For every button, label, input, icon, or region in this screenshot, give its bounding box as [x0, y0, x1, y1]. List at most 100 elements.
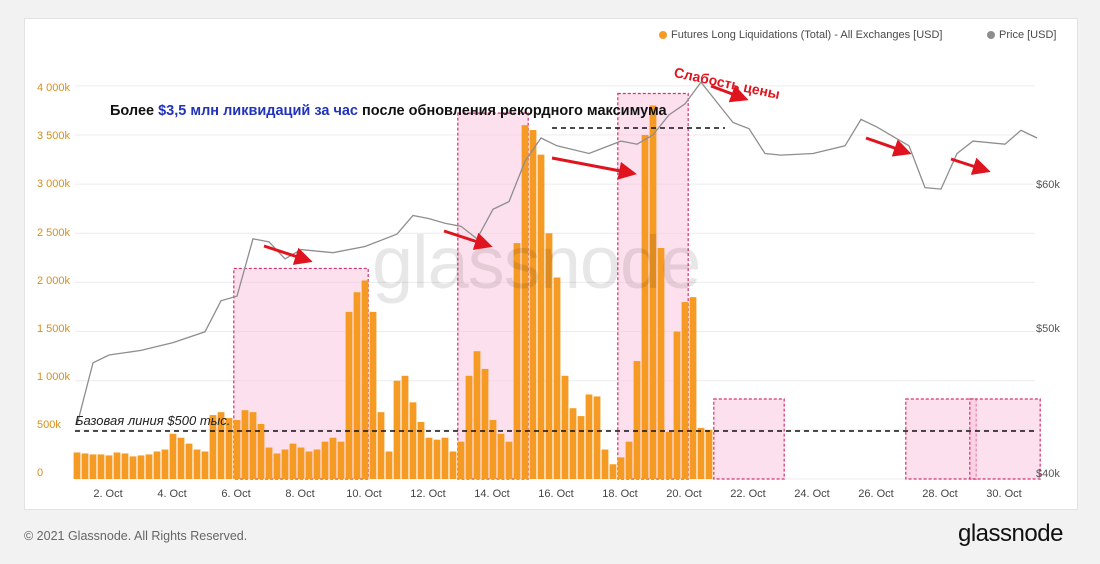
liquidation-bar [353, 292, 361, 479]
liquidation-bar [217, 412, 225, 479]
liquidation-bar [665, 431, 673, 479]
y-right-tick: $40k [1036, 468, 1060, 480]
liquidation-bar [281, 449, 289, 479]
liquidation-bar [129, 456, 137, 479]
y-right-tick: $60k [1036, 179, 1060, 191]
reference-lines [75, 127, 1035, 432]
y-left-tick: 0 [37, 467, 44, 479]
liquidation-bar [521, 125, 529, 480]
liquidation-bar [441, 437, 449, 479]
x-tick: 10. Oct [346, 488, 382, 500]
liquidation-bar [705, 429, 713, 479]
liquidation-bar [689, 297, 697, 479]
x-tick: 2. Oct [93, 488, 123, 500]
liquidation-bar [497, 433, 505, 479]
x-tick: 6. Oct [221, 488, 251, 500]
x-tick: 8. Oct [285, 488, 315, 500]
x-tick: 12. Oct [410, 488, 446, 500]
liquidation-bar [321, 441, 329, 479]
liquidation-bar [585, 394, 593, 479]
liquidation-bar [153, 451, 161, 479]
arrow-oct21 [710, 84, 749, 103]
liquidation-bar [89, 454, 97, 479]
liquidation-bar [625, 441, 633, 479]
x-tick: 14. Oct [474, 488, 510, 500]
glassnode-logo: glassnode [958, 520, 1063, 547]
liquidation-bar [113, 452, 121, 479]
arrow-oct29 [950, 157, 991, 175]
headline-highlight: $3,5 млн ликвидаций за час [158, 103, 358, 119]
arrow-oct18 [551, 156, 637, 180]
liquidation-bar [425, 437, 433, 479]
liquidation-bar [633, 361, 641, 479]
liquidation-bar [193, 449, 201, 479]
liquidation-bar [481, 368, 489, 479]
liquidation-bar [305, 451, 313, 479]
y-left-tick: 3 000k [37, 178, 71, 190]
liquidation-bar [473, 351, 481, 479]
headline-prefix: Более [110, 103, 159, 119]
liquidation-bar [593, 396, 601, 479]
y-left-tick: 500k [37, 419, 61, 431]
legend-price[interactable]: Price [USD] [987, 29, 1056, 41]
liquidation-bar [697, 427, 705, 479]
liquidation-bar [617, 457, 625, 479]
liquidation-bar [489, 420, 497, 479]
x-tick: 4. Oct [157, 488, 187, 500]
x-tick: 18. Oct [602, 488, 638, 500]
gray-dot-icon [987, 31, 995, 39]
liquidation-bar [577, 416, 585, 479]
y-left-tick: 2 500k [37, 227, 71, 239]
liquidation-bar [345, 311, 353, 479]
legend-liquidations-label: Futures Long Liquidations (Total) - All … [671, 29, 943, 41]
liquidation-bar [289, 443, 297, 479]
liquidation-bar [457, 441, 465, 479]
y-left-tick: 1 500k [37, 323, 71, 335]
y-left-tick: 3 500k [37, 130, 71, 142]
liquidation-bar [449, 451, 457, 479]
highlight-box [713, 398, 785, 480]
arrow-oct27 [865, 136, 912, 157]
liquidation-bar [209, 415, 217, 479]
liquidation-bar [393, 380, 401, 479]
arrow-oct7 [263, 244, 313, 265]
liquidation-bar [505, 441, 513, 479]
copyright: © 2021 Glassnode. All Rights Reserved. [24, 529, 248, 543]
liquidation-bar [681, 302, 689, 479]
liquidation-bar [169, 433, 177, 479]
liquidation-bar [649, 105, 657, 480]
liquidation-bar [121, 453, 129, 479]
liquidation-bar [177, 437, 185, 479]
y-left-tick: 2 000k [37, 275, 71, 287]
highlight-box [905, 398, 977, 480]
arrows [263, 84, 991, 265]
legend-liquidations[interactable]: Futures Long Liquidations (Total) - All … [659, 29, 942, 41]
liquidation-bar [537, 154, 545, 479]
liquidation-bar [73, 452, 81, 479]
liquidation-bar [385, 451, 393, 479]
liquidation-bar [185, 443, 193, 479]
liquidation-bar [561, 375, 569, 479]
arrow-oct13 [443, 229, 493, 250]
liquidation-bar [641, 134, 649, 479]
liquidation-bar [361, 280, 369, 479]
x-tick: 26. Oct [858, 488, 894, 500]
legend-price-label: Price [USD] [999, 29, 1057, 41]
liquidation-bar [313, 449, 321, 479]
chart-plot [73, 81, 1041, 480]
watermark: glassnode [372, 221, 701, 304]
liquidation-bar [241, 410, 249, 479]
x-tick: 16. Oct [538, 488, 574, 500]
x-tick: 22. Oct [730, 488, 766, 500]
liquidation-bar [249, 412, 257, 479]
liquidation-bar [273, 453, 281, 479]
x-tick: 28. Oct [922, 488, 958, 500]
liquidation-bar [529, 130, 537, 479]
price-line [76, 81, 1038, 425]
liquidation-bar [377, 412, 385, 479]
liquidation-bar [369, 311, 377, 479]
liquidation-bar [657, 248, 665, 479]
liquidation-bar [201, 451, 209, 479]
liquidation-bar [401, 375, 409, 479]
liquidation-bar [417, 421, 425, 479]
